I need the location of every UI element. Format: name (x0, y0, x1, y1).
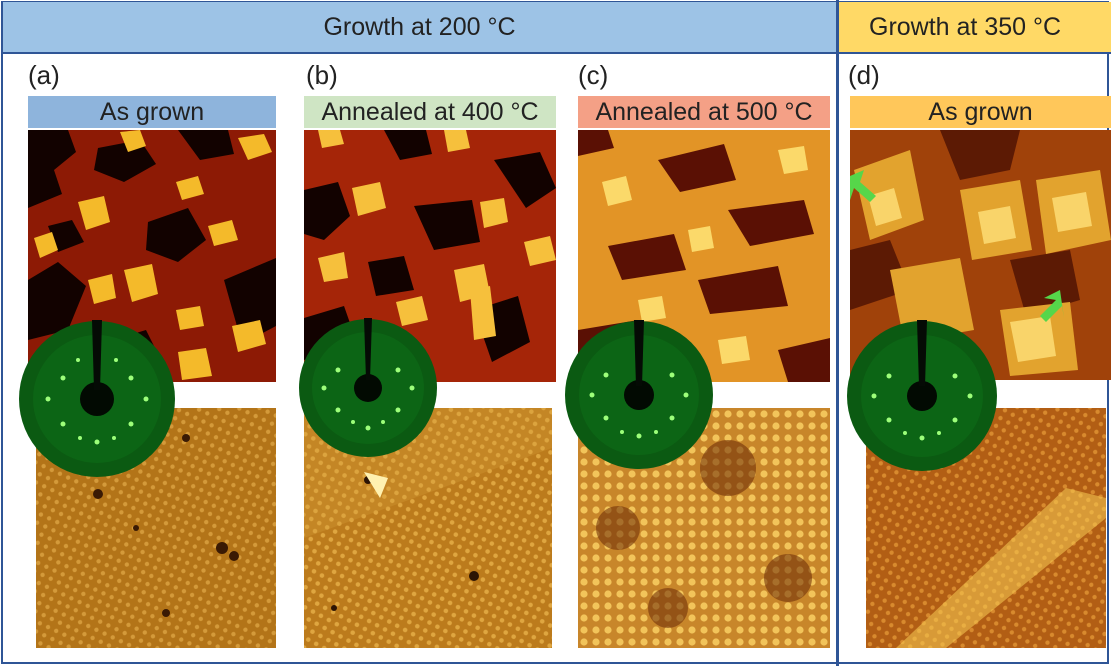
leed-pattern-a (19, 320, 175, 477)
caption-d: As grown (850, 96, 1111, 128)
caption-b: Annealed at 400 °C (304, 96, 556, 128)
arrow-icon (850, 170, 876, 202)
arrow-icon (1040, 290, 1064, 322)
panel-label-b: (b) (306, 60, 338, 90)
growth-200-header: Growth at 200 °C (3, 2, 836, 54)
leed-pattern-b (299, 318, 437, 457)
group-divider (836, 0, 839, 666)
leed-pattern-d (847, 320, 997, 471)
panel-label-a: (a) (28, 60, 60, 90)
stm-large-scale-image-c (578, 130, 830, 382)
caption-c: Annealed at 500 °C (578, 96, 830, 128)
caption-a: As grown (28, 96, 276, 128)
growth-350-header: Growth at 350 °C (839, 2, 1111, 54)
panel-label-c: (c) (578, 60, 609, 90)
panel-label-d: (d) (848, 60, 880, 90)
leed-pattern-c (565, 320, 713, 469)
